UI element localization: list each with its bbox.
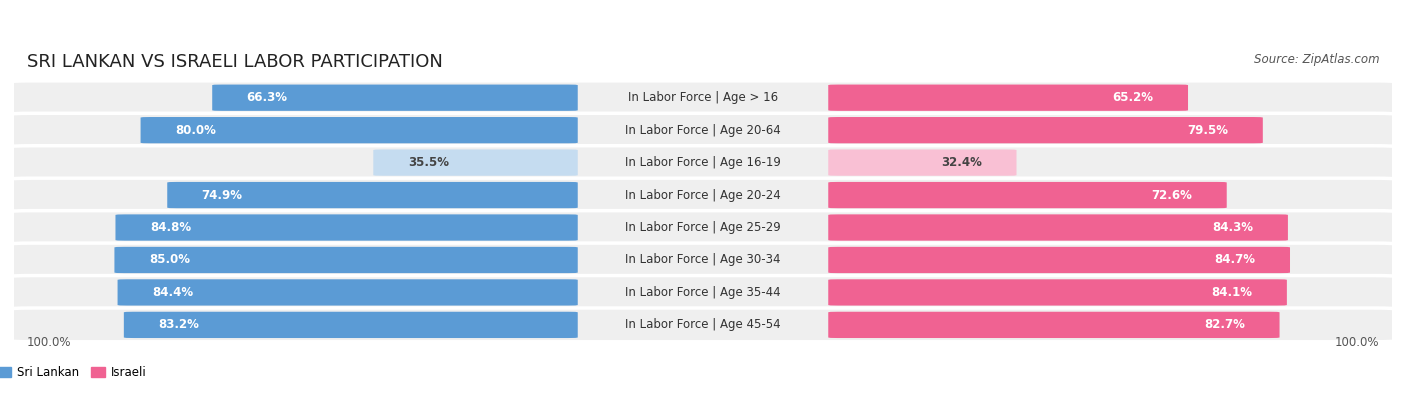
- FancyBboxPatch shape: [828, 312, 1279, 338]
- Text: 84.8%: 84.8%: [150, 221, 191, 234]
- FancyBboxPatch shape: [828, 247, 1291, 273]
- Text: In Labor Force | Age 35-44: In Labor Force | Age 35-44: [626, 286, 780, 299]
- Text: 84.7%: 84.7%: [1215, 254, 1256, 267]
- Text: 82.7%: 82.7%: [1204, 318, 1246, 331]
- Text: In Labor Force | Age 45-54: In Labor Force | Age 45-54: [626, 318, 780, 331]
- Text: Source: ZipAtlas.com: Source: ZipAtlas.com: [1254, 53, 1379, 66]
- FancyBboxPatch shape: [828, 149, 1017, 176]
- Text: 83.2%: 83.2%: [159, 318, 200, 331]
- Text: 80.0%: 80.0%: [174, 124, 217, 137]
- Text: 35.5%: 35.5%: [408, 156, 449, 169]
- FancyBboxPatch shape: [828, 279, 1286, 306]
- FancyBboxPatch shape: [8, 243, 1398, 277]
- Text: 79.5%: 79.5%: [1187, 124, 1229, 137]
- FancyBboxPatch shape: [374, 149, 578, 176]
- FancyBboxPatch shape: [828, 182, 1226, 208]
- FancyBboxPatch shape: [8, 308, 1398, 342]
- FancyBboxPatch shape: [828, 117, 1263, 143]
- Text: In Labor Force | Age > 16: In Labor Force | Age > 16: [628, 91, 778, 104]
- Text: In Labor Force | Age 20-64: In Labor Force | Age 20-64: [626, 124, 780, 137]
- Text: 72.6%: 72.6%: [1152, 188, 1192, 201]
- FancyBboxPatch shape: [8, 81, 1398, 115]
- Text: In Labor Force | Age 20-24: In Labor Force | Age 20-24: [626, 188, 780, 201]
- Legend: Sri Lankan, Israeli: Sri Lankan, Israeli: [0, 361, 152, 384]
- FancyBboxPatch shape: [8, 276, 1398, 309]
- FancyBboxPatch shape: [124, 312, 578, 338]
- FancyBboxPatch shape: [8, 178, 1398, 212]
- FancyBboxPatch shape: [8, 211, 1398, 245]
- FancyBboxPatch shape: [8, 113, 1398, 147]
- Text: 100.0%: 100.0%: [27, 336, 72, 349]
- Text: 65.2%: 65.2%: [1112, 91, 1153, 104]
- FancyBboxPatch shape: [115, 214, 578, 241]
- Text: 85.0%: 85.0%: [149, 254, 190, 267]
- Text: 84.3%: 84.3%: [1212, 221, 1254, 234]
- Text: In Labor Force | Age 25-29: In Labor Force | Age 25-29: [626, 221, 780, 234]
- Text: In Labor Force | Age 16-19: In Labor Force | Age 16-19: [626, 156, 780, 169]
- Text: 84.4%: 84.4%: [152, 286, 193, 299]
- Text: 66.3%: 66.3%: [246, 91, 288, 104]
- FancyBboxPatch shape: [114, 247, 578, 273]
- FancyBboxPatch shape: [141, 117, 578, 143]
- FancyBboxPatch shape: [8, 146, 1398, 179]
- Text: 32.4%: 32.4%: [941, 156, 981, 169]
- Text: In Labor Force | Age 30-34: In Labor Force | Age 30-34: [626, 254, 780, 267]
- FancyBboxPatch shape: [828, 214, 1288, 241]
- FancyBboxPatch shape: [118, 279, 578, 306]
- FancyBboxPatch shape: [167, 182, 578, 208]
- FancyBboxPatch shape: [828, 85, 1188, 111]
- Text: 74.9%: 74.9%: [201, 188, 243, 201]
- Text: SRI LANKAN VS ISRAELI LABOR PARTICIPATION: SRI LANKAN VS ISRAELI LABOR PARTICIPATIO…: [27, 53, 443, 71]
- FancyBboxPatch shape: [212, 85, 578, 111]
- Text: 100.0%: 100.0%: [1334, 336, 1379, 349]
- Text: 84.1%: 84.1%: [1212, 286, 1253, 299]
